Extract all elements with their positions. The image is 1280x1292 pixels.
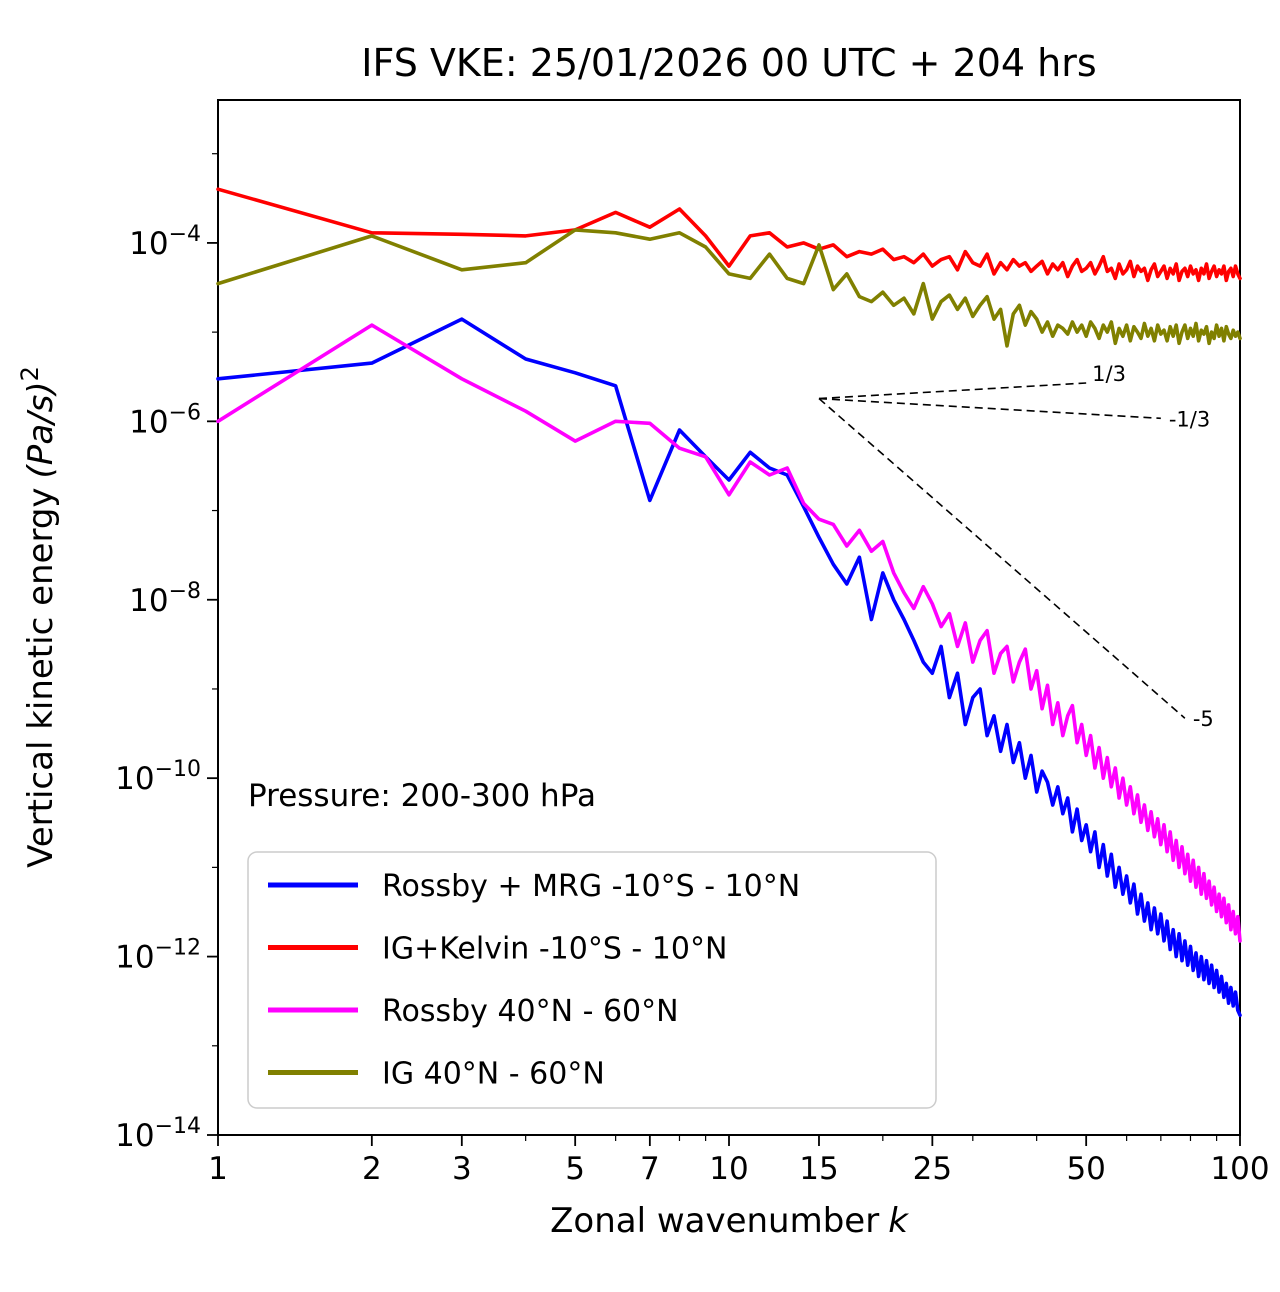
series-line-1 [216,187,1242,283]
series-line-0 [216,317,1242,1017]
x-tick-label: 2 [362,1151,382,1187]
x-tick-label: 50 [1066,1151,1105,1187]
y-tick-label: 10−8 [129,579,201,619]
y-tick-label: 10−4 [129,222,201,262]
slope-label: -1/3 [1169,407,1210,431]
x-tick-label: 3 [452,1151,472,1187]
x-tick-label: 25 [913,1151,952,1187]
x-tick-label: 5 [565,1151,585,1187]
y-axis-label-sup: 2 [16,366,44,381]
x-tick-label: 15 [799,1151,838,1187]
y-axis-label-text: Vertical kinetic energy [21,487,61,867]
y-tick-label: 10−12 [115,936,201,976]
legend-box [247,851,937,1109]
slope-label: 1/3 [1092,362,1126,386]
legend-label: IG 40°N - 60°N [382,1057,605,1092]
series-line-2 [216,323,1242,943]
legend-label: Rossby + MRG -10°S - 10°N [382,869,800,904]
y-axis-label-math: (Pa/s) [21,381,61,478]
legend-label: IG+Kelvin -10°S - 10°N [382,932,727,967]
chart-title: IFS VKE: 25/01/2026 00 UTC + 204 hrs [361,41,1096,85]
x-axis-label: Zonal wavenumber k [550,1201,909,1241]
x-tick-label: 10 [709,1151,748,1187]
y-tick-label: 10−10 [115,757,201,797]
x-tick-label: 7 [640,1151,660,1187]
y-tick-label: 10−14 [115,1114,201,1154]
y-tick-label: 10−6 [129,400,201,440]
slope-reference-line [818,382,1087,400]
pressure-annotation: Pressure: 200-300 hPa [248,778,596,814]
x-tick-label: 100 [1210,1151,1269,1187]
legend-label: Rossby 40°N - 60°N [382,994,679,1029]
slope-reference-line [818,397,1161,420]
y-axis-label: Vertical kinetic energy (Pa/s)2 [16,366,61,868]
plot-layer: 1 2 3 5 7 10 15 25 50 100 10−4 10−6 10−8 10−10 10−12 10… [115,99,1270,1187]
series-line-3 [216,228,1242,348]
x-axis-label-italic: k [888,1201,909,1241]
x-axis-label-text: Zonal wavenumber [550,1201,879,1241]
x-tick-label: 1 [208,1151,228,1187]
slope-reference-line [818,397,1186,719]
slope-label: -5 [1193,707,1214,731]
